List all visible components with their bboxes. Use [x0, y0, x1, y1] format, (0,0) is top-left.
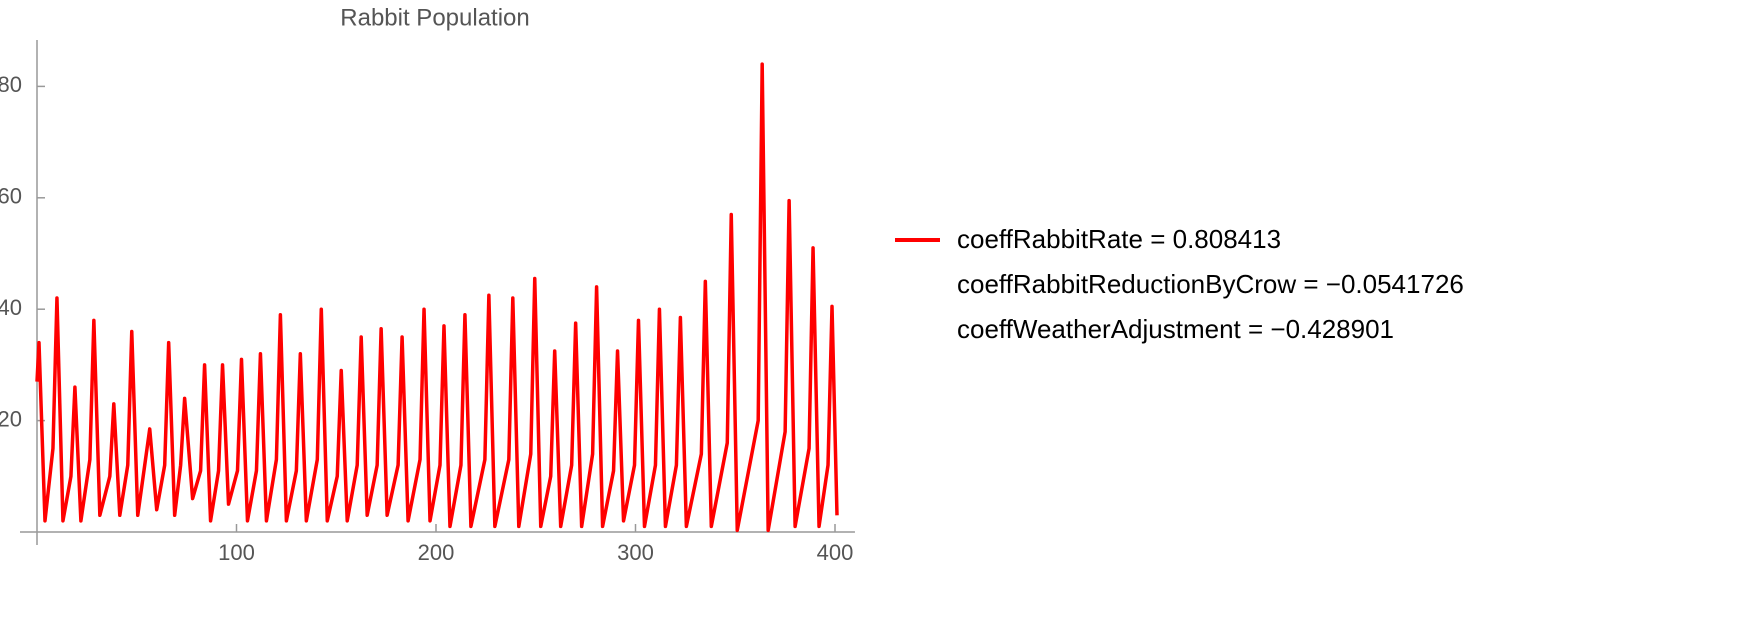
x-tick-label: 100 [218, 540, 255, 565]
legend-label: coeffRabbitRate = 0.808413 [957, 224, 1281, 254]
y-tick-label: 40 [0, 295, 22, 320]
y-tick-label: 80 [0, 72, 22, 97]
x-tick-label: 400 [817, 540, 854, 565]
legend-label: coeffWeatherAdjustment = −0.428901 [957, 314, 1394, 344]
x-tick-label: 300 [617, 540, 654, 565]
chart-title: Rabbit Population [340, 4, 529, 31]
y-tick-label: 60 [0, 184, 22, 209]
y-tick-label: 20 [0, 406, 22, 431]
x-tick-label: 200 [418, 540, 455, 565]
data-line [35, 62, 839, 533]
legend-label: coeffRabbitReductionByCrow = −0.0541726 [957, 269, 1464, 299]
